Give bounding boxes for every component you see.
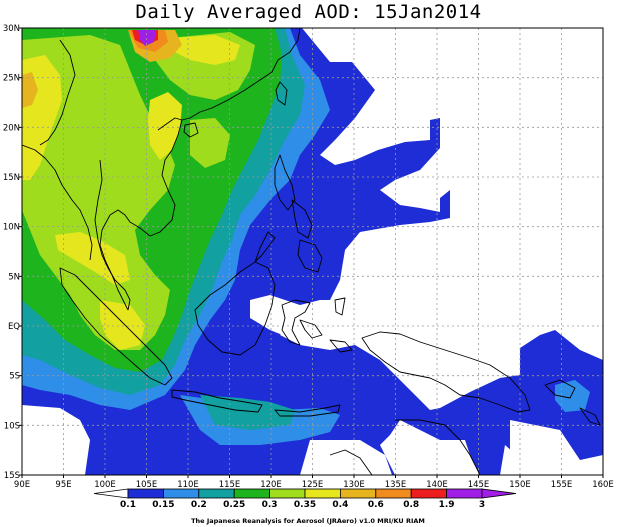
colorbar-label: 3 [479, 500, 485, 510]
y-tick-label: 25N [3, 74, 20, 84]
aod-region-04c [55, 232, 130, 285]
x-tick-label: 120E [260, 480, 282, 490]
colorbar-label: 0.6 [368, 500, 384, 510]
colorbar-label: 0.1 [120, 500, 136, 510]
map-title: Daily Averaged AOD: 15Jan2014 [135, 1, 482, 23]
colorbar-segment [269, 488, 306, 499]
colorbar-arrow-right [481, 488, 517, 499]
aod-low-hole-east [385, 58, 603, 212]
colorbar-label: 0.35 [294, 500, 316, 510]
aod-low-hole-south [300, 440, 392, 475]
y-tick-label: 15S [4, 471, 20, 481]
gridlines [22, 28, 603, 475]
y-tick-label: 5S [9, 372, 20, 382]
colorbar-arrow-left [93, 488, 129, 499]
aod-region-3 [138, 30, 156, 46]
colorbar-segment [446, 488, 483, 499]
y-axis-ticks: 30N 25N 20N 15N 10N 5N EQ 5S 10S 15S [3, 24, 22, 481]
y-tick-label: EQ [8, 322, 20, 332]
x-tick-label: 160E [592, 480, 614, 490]
colorbar-label: 1.9 [439, 500, 455, 510]
colorbar-label: 0.3 [262, 500, 278, 510]
x-tick-label: 130E [343, 480, 365, 490]
aod-low-hole-center [250, 290, 603, 400]
y-tick-label: 30N [3, 24, 20, 34]
colorbar-label: 0.25 [223, 500, 245, 510]
x-tick-label: 135E [385, 480, 407, 490]
y-tick-label: 20N [3, 123, 20, 133]
colorbar-segment [375, 488, 412, 499]
x-tick-label: 125E [302, 480, 324, 490]
x-tick-label: 140E [426, 480, 448, 490]
aod-region-06b [22, 72, 38, 108]
colorbar-label: 0.8 [403, 500, 419, 510]
aod-region-04b [148, 92, 182, 160]
x-tick-label: 90E [14, 480, 30, 490]
colorbar: 0.1 0.15 0.2 0.25 0.3 0.35 0.4 0.6 0.8 1.9 3 [93, 488, 517, 510]
aod-low-hole-top [430, 28, 603, 62]
y-tick-label: 10N [3, 223, 20, 233]
colorbar-segment [162, 488, 200, 499]
colorbar-label: 0.4 [332, 500, 348, 510]
aod-field [22, 28, 603, 475]
x-tick-label: 155E [551, 480, 573, 490]
aod-region-04d [100, 300, 145, 350]
x-tick-label: 95E [55, 480, 71, 490]
colorbar-segment [339, 488, 377, 499]
x-tick-label: 150E [509, 480, 531, 490]
aod-low-hole-se [510, 420, 603, 475]
y-tick-label: 15N [3, 173, 20, 183]
colorbar-segment [198, 488, 235, 499]
colorbar-segment [410, 488, 448, 499]
x-tick-label: 115E [219, 480, 241, 490]
x-axis-ticks: 90E 95E 100E 105E 110E 115E 120E 125E 130E 135E 14… [14, 475, 614, 490]
coastlines [22, 28, 601, 475]
aod-region-04e [170, 35, 240, 65]
colorbar-segment [233, 488, 270, 499]
colorbar-label: 0.15 [152, 500, 174, 510]
colorbar-segment [127, 488, 164, 499]
colorbar-segment [304, 488, 341, 499]
colorbar-label: 0.2 [191, 500, 207, 510]
aod-region-02c [555, 380, 590, 412]
aod-low-hole-sw [22, 405, 90, 475]
x-tick-label: 110E [177, 480, 199, 490]
aod-region-035c [190, 118, 230, 168]
x-tick-label: 100E [94, 480, 116, 490]
credit-text: The Japanese Reanalysis for Aerosol (JRA… [191, 517, 425, 525]
y-tick-label: 10S [4, 421, 20, 431]
x-tick-label: 145E [468, 480, 490, 490]
y-tick-label: 5N [8, 272, 20, 282]
x-tick-label: 105E [136, 480, 158, 490]
